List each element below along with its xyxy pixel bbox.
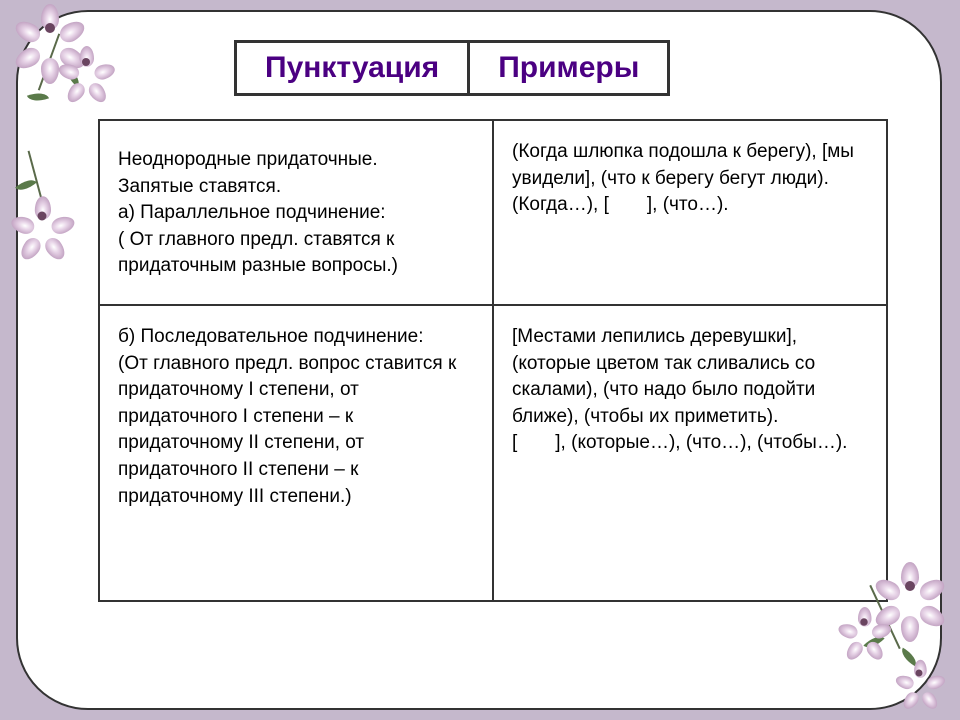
cell-row2-left: б) Последовательное подчинение: (От глав… [99, 305, 493, 601]
cell-row1-right: (Когда шлюпка подошла к берегу), [мы уви… [493, 120, 887, 305]
content-table: Неоднородные придаточные. Запятые ставят… [98, 119, 888, 602]
header-table: Пунктуация Примеры [234, 40, 670, 96]
cell-row1-left: Неоднородные придаточные. Запятые ставят… [99, 120, 493, 305]
slide-card: Пунктуация Примеры Неоднородные придаточ… [16, 10, 942, 710]
table-row: Неоднородные придаточные. Запятые ставят… [99, 120, 887, 305]
header-col-punctuation: Пунктуация [236, 42, 469, 95]
cell-row2-right: [Местами лепились деревушки], (которые ц… [493, 305, 887, 601]
table-row: б) Последовательное подчинение: (От глав… [99, 305, 887, 601]
header-col-examples: Примеры [469, 42, 669, 95]
